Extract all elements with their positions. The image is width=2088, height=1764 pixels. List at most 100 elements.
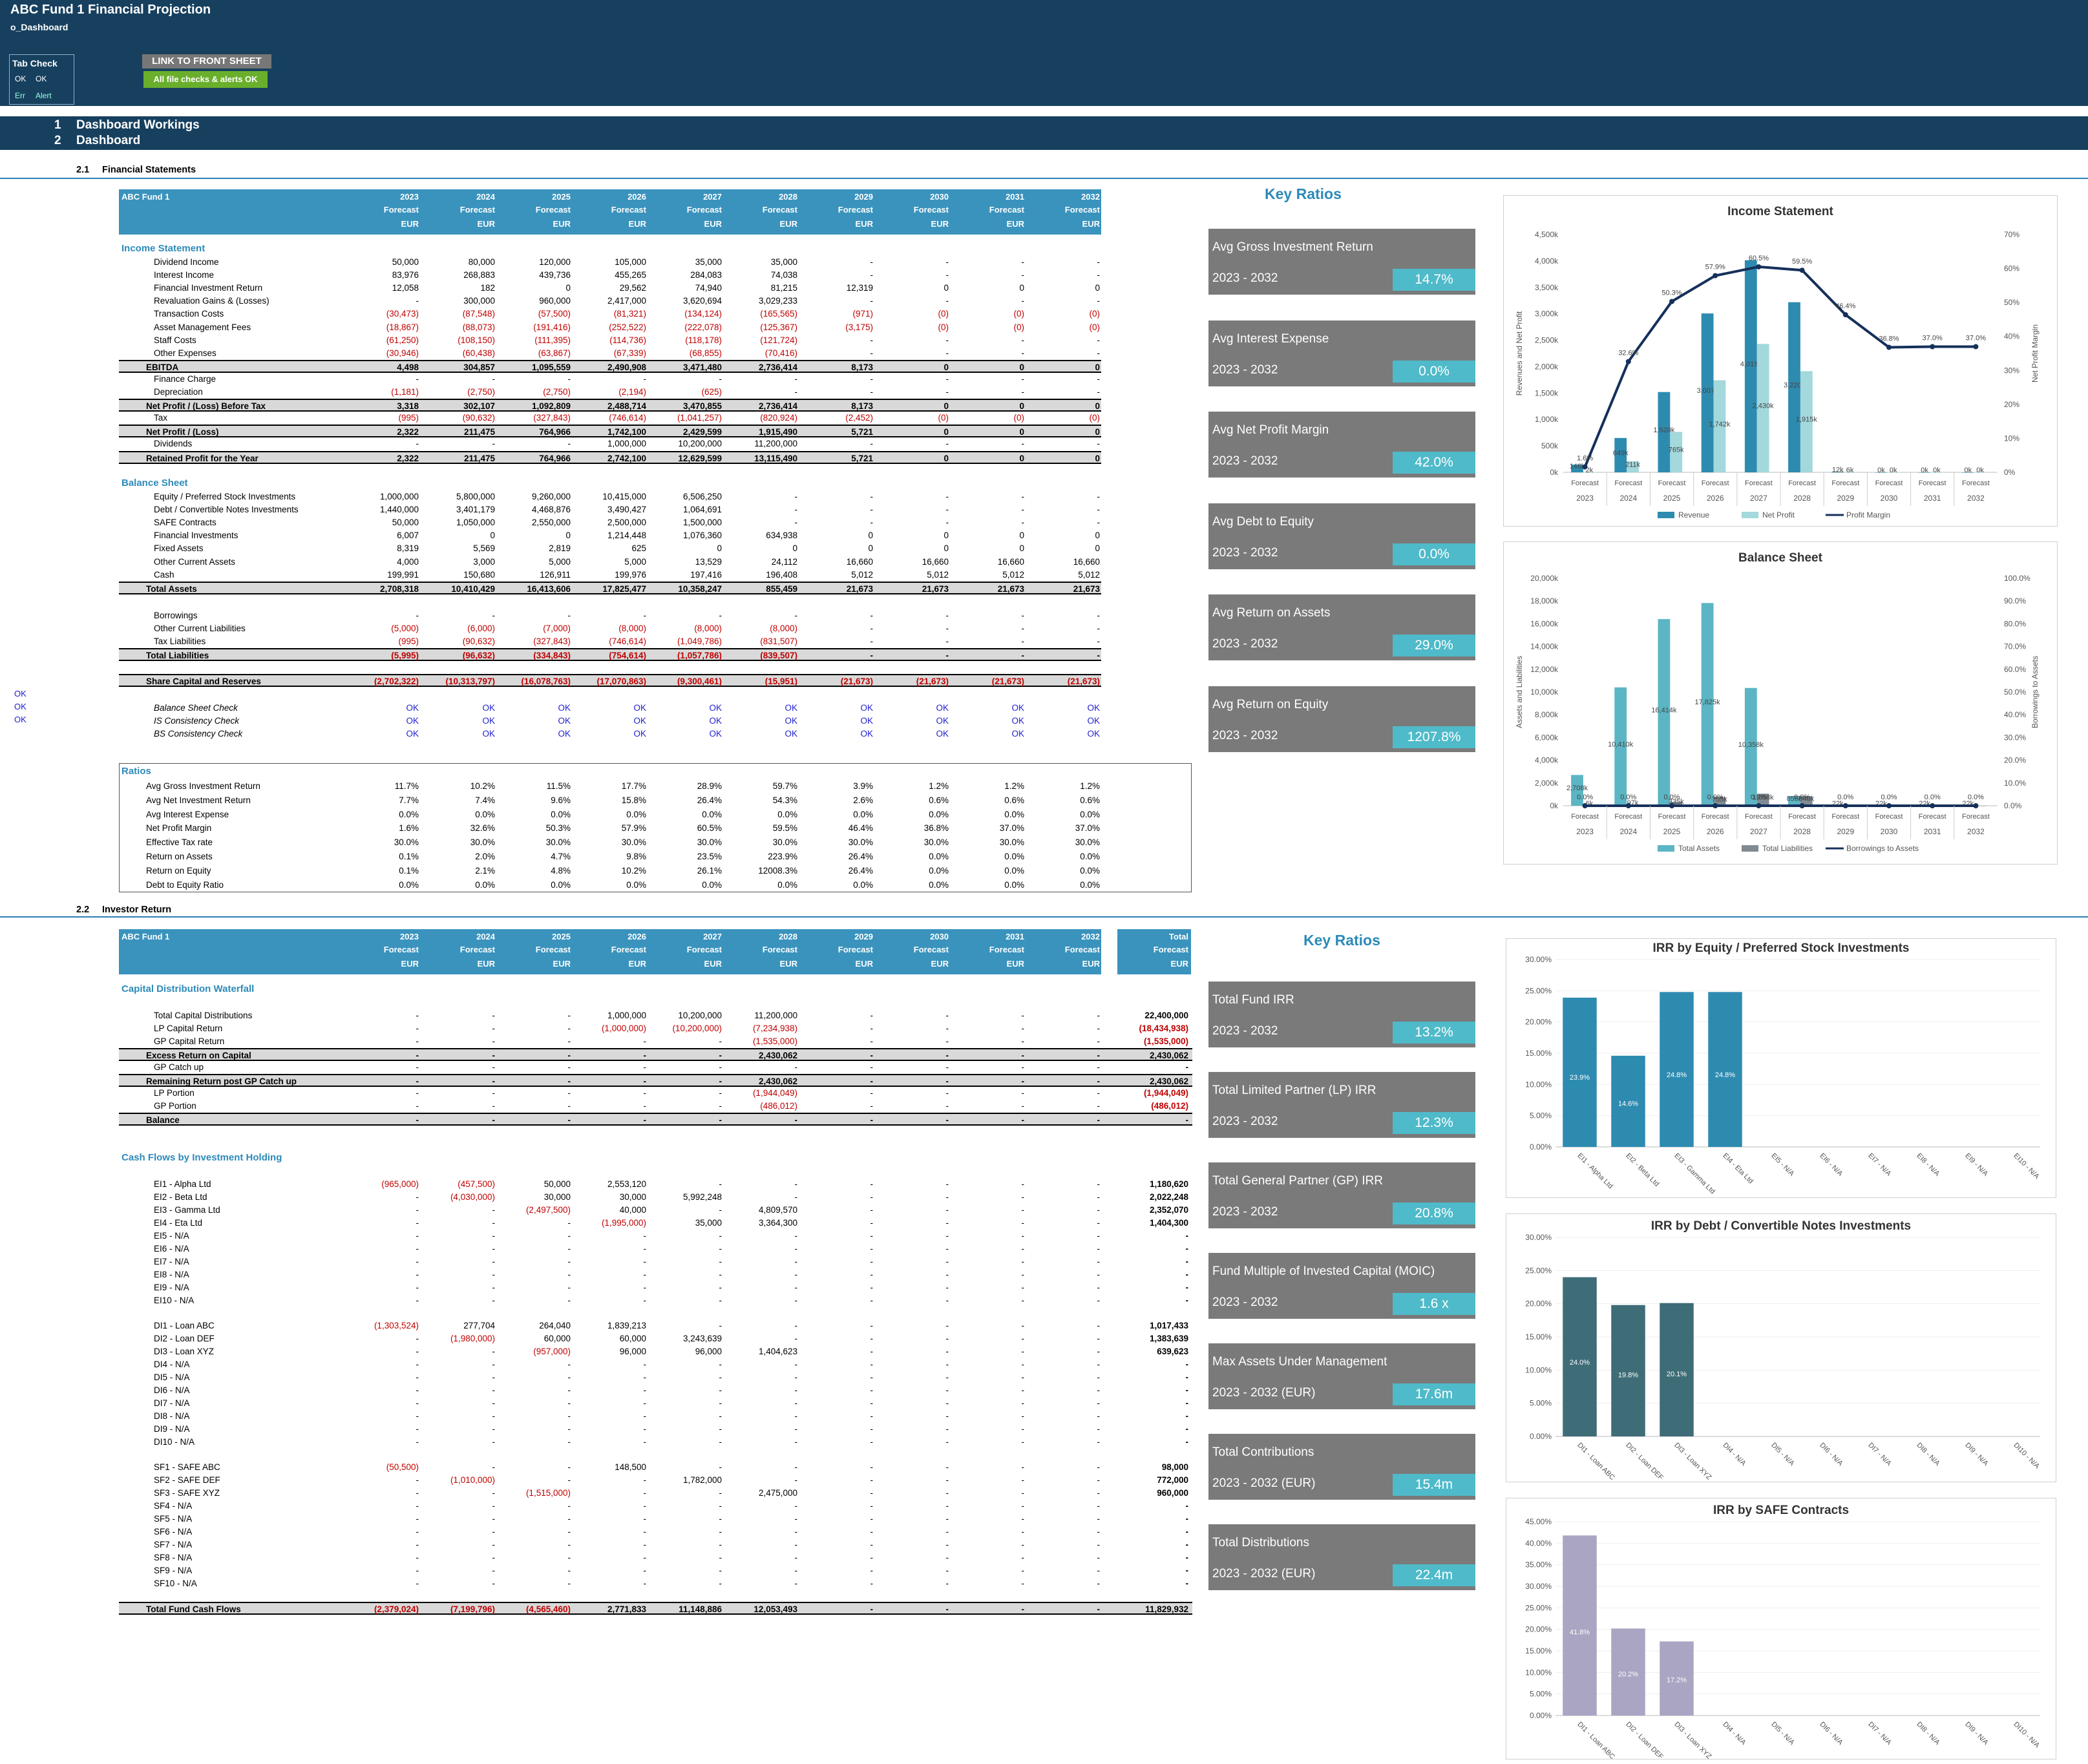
data-label: 649k: [1613, 449, 1629, 457]
cell-value: -: [643, 1076, 647, 1087]
bar: [1756, 793, 1769, 806]
cell-value: 3,620,694: [682, 296, 722, 306]
row-label: DI1 - Loan ABC: [154, 1321, 215, 1330]
cell-value: 3,243,639: [682, 1334, 722, 1344]
cell-value: -: [1021, 1218, 1025, 1228]
table-row: Financial Investment Return 12,058 182 0 29,…: [119, 282, 1101, 295]
cell-value: -: [567, 1244, 571, 1254]
cell-value: 60,000: [619, 1334, 646, 1344]
y-tick-label: 0k: [1550, 801, 1559, 810]
cell-value: -: [945, 1283, 949, 1293]
cell-value: -: [1097, 1205, 1101, 1215]
cell-value: 277,704: [463, 1321, 495, 1330]
cell-value: -: [794, 505, 798, 515]
cell-value: 1,050,000: [456, 518, 495, 528]
cell-value: -: [567, 1424, 571, 1434]
cell-value: 13,529: [695, 556, 722, 567]
x-tick-label: DI6 - N/A: [1818, 1442, 1844, 1468]
y-tick-label: 45.00%: [1525, 1517, 1552, 1526]
cell-value: (21,673): [1067, 677, 1100, 686]
cell-value: -: [416, 1475, 419, 1486]
cell-value: -: [643, 1101, 647, 1111]
cell-value: -: [870, 1088, 874, 1098]
income-statement-chart: Income Statement 0k 500k 1,000k 1,500k 2,000…: [1503, 195, 2058, 527]
cell-value: -: [945, 270, 949, 280]
row-label: Debt / Convertible Notes Investments: [154, 505, 299, 515]
y-tick-label: 1,500k: [1535, 388, 1559, 397]
cell-value: -: [870, 296, 874, 306]
cell-value: -: [643, 1475, 647, 1486]
line-label: 0.0%: [1577, 793, 1593, 801]
link-front-sheet-button[interactable]: LINK TO FRONT SHEET: [142, 54, 271, 68]
cell-value: (831,507): [760, 636, 797, 647]
cell-value: (995): [398, 636, 419, 647]
cell-value: -: [1021, 1076, 1025, 1087]
cell-value: 28.9%: [697, 781, 722, 791]
irr-debt-chart: IRR by Debt / Convertible Notes Investme…: [1506, 1213, 2056, 1482]
cell-value: (7,234,938): [752, 1024, 797, 1034]
key-ratio-value: 1.6 x: [1393, 1293, 1475, 1315]
row-label: SF3 - SAFE XYZ: [154, 1488, 220, 1498]
cell-value: -: [719, 1462, 722, 1472]
cell-value: -: [492, 1385, 496, 1396]
cell-value: -: [870, 1398, 874, 1409]
bar: [1800, 796, 1813, 806]
ir-hdr-currency: EUR: [628, 959, 646, 969]
income-statement-heading: Income Statement: [121, 243, 206, 254]
key-ratio-period: 2023 - 2032 (EUR): [1212, 1476, 1316, 1490]
cell-value: -: [1097, 1076, 1101, 1087]
cell-value: 8,173: [851, 401, 873, 412]
cell-value: OK: [633, 703, 646, 713]
section-1-title[interactable]: Dashboard Workings: [76, 118, 200, 132]
cell-value: 10.2%: [621, 865, 646, 876]
cell-total: -: [1185, 1270, 1189, 1280]
cell-value: -: [719, 1244, 722, 1254]
cell-value: 0.0%: [551, 809, 571, 819]
ir-hdr-currency: EUR: [477, 959, 495, 969]
table-row: EI5 - N/A - - - - - - - - - - -: [119, 1230, 1192, 1243]
cell-value: 96,000: [695, 1347, 722, 1357]
data-label: 17,825k: [1695, 698, 1721, 706]
row-label: Balance Sheet Check: [154, 703, 238, 713]
cell-value: -: [492, 1411, 496, 1422]
cell-value: 0: [944, 543, 949, 554]
bar: [1660, 1641, 1694, 1716]
cell-value: 0: [565, 530, 571, 541]
cell-value: -: [567, 1218, 571, 1228]
key-ratio-period: 2023 - 2032: [1212, 637, 1278, 651]
cell-value: -: [416, 1024, 419, 1034]
x-tick-label: 2030: [1881, 827, 1898, 836]
row-label: DI5 - N/A: [154, 1372, 190, 1383]
bar: [1614, 437, 1627, 472]
cell-value: -: [870, 439, 874, 449]
cell-value: -: [1021, 505, 1025, 515]
cell-value: 16,660: [846, 556, 873, 567]
ir-hdr-year: 2028: [779, 932, 797, 941]
tab-check-err: Err: [15, 91, 25, 100]
cell-value: -: [1097, 624, 1101, 634]
cell-value: -: [870, 1283, 874, 1293]
table-row: SF4 - N/A - - - - - - - - - - -: [119, 1500, 1192, 1513]
divider: [0, 916, 2088, 918]
cell-value: 0.0%: [702, 879, 722, 890]
cell-value: 11,148,886: [679, 1604, 722, 1614]
cell-value: 439,736: [539, 270, 571, 280]
table-row: EI10 - N/A - - - - - - - - - - -: [119, 1294, 1192, 1307]
cell-value: 2.6%: [853, 795, 873, 805]
cell-value: OK: [406, 703, 419, 713]
data-label: 12k: [1832, 467, 1844, 474]
row-label: GP Portion: [154, 1101, 196, 1111]
cell-value: -: [794, 1398, 798, 1409]
cell-value: -: [794, 387, 798, 397]
section-2-title[interactable]: Dashboard: [76, 134, 141, 147]
cell-value: 30.0%: [394, 837, 419, 848]
cell-value: 268,883: [463, 270, 495, 280]
fs-hdr-currency: EUR: [477, 219, 495, 229]
y2-tick-label: 20.0%: [2004, 756, 2026, 765]
cell-value: 199,976: [615, 569, 646, 580]
data-label: 765k: [1669, 446, 1684, 454]
cell-value: -: [1097, 1462, 1101, 1472]
x-tick-label: Forecast: [1831, 813, 1859, 821]
cell-value: (746,614): [609, 636, 646, 647]
x-tick-label: Forecast: [1571, 479, 1599, 487]
